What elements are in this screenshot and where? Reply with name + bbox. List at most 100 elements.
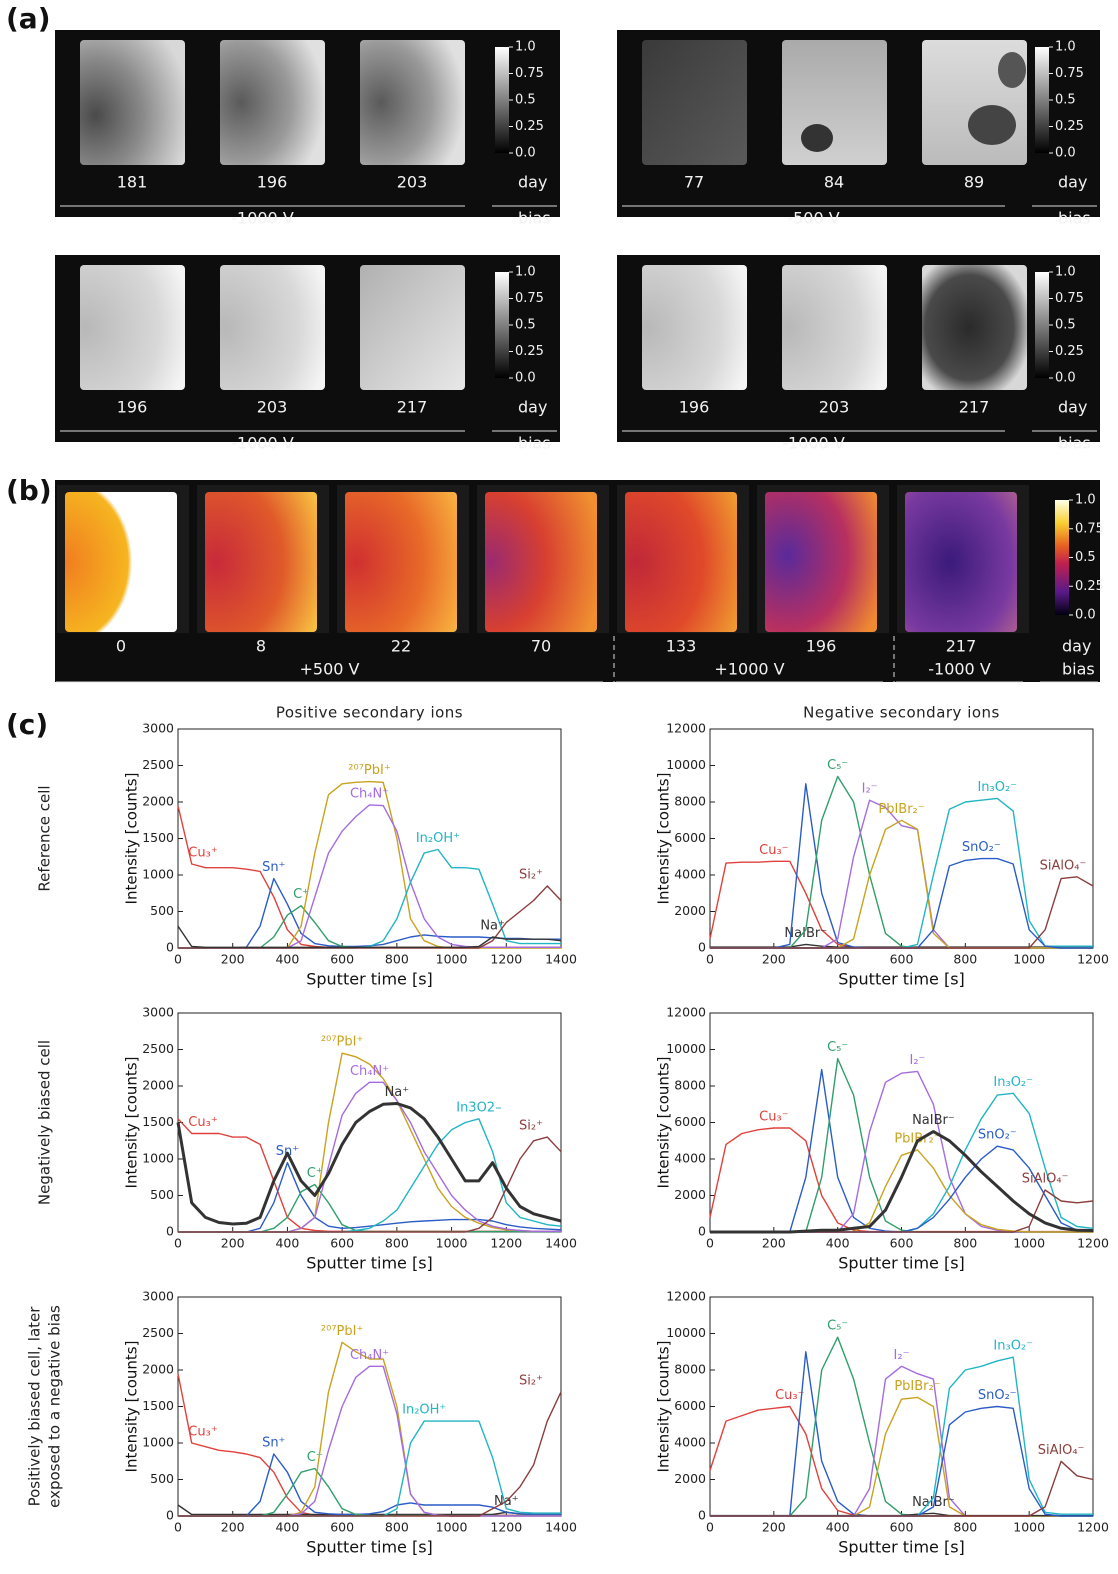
x-tick-label: 0 <box>706 952 714 967</box>
series-label: C₅⁻ <box>827 758 848 773</box>
colorbar-tick-label: 0.75 <box>1075 521 1104 536</box>
y-axis-label: Intensity [counts] <box>655 773 673 905</box>
plot-frame <box>709 1296 1094 1517</box>
series-label: Cu₃⁺ <box>188 1115 217 1130</box>
row-label: Positively biased cell, later <box>26 1306 44 1507</box>
x-tick-label: 0 <box>174 1520 182 1535</box>
colorbar-tick-label: 0.0 <box>1055 371 1076 386</box>
series-label: Na⁺ <box>480 919 505 934</box>
y-tick-label: 2000 <box>142 1362 174 1377</box>
plot-frame <box>709 1012 1094 1233</box>
day-caption: day <box>1062 637 1091 656</box>
row-label: Negatively biased cell <box>36 1040 54 1205</box>
x-axis-label: Sputter time [s] <box>838 1254 965 1273</box>
x-tick-label: 1200 <box>490 1236 522 1251</box>
colorbar-tick-label: 1.0 <box>515 40 536 55</box>
column-title: Positive secondary ions <box>276 704 463 722</box>
y-tick-label: 10000 <box>666 1325 706 1340</box>
day-label: 217 <box>946 637 977 656</box>
panel-label: (a) <box>6 2 51 35</box>
series-label: ²⁰⁷PbI⁺ <box>348 763 390 778</box>
colorbar-tick-label: 1.0 <box>1055 40 1076 55</box>
series-label: SnO₂⁻ <box>978 1128 1017 1143</box>
bias-caption: bias <box>1058 209 1091 228</box>
y-axis-label: Intensity [counts] <box>655 1057 673 1189</box>
bias-label: -1000 V <box>928 660 991 679</box>
x-tick-label: 1000 <box>1013 952 1045 967</box>
x-tick-label: 0 <box>174 952 182 967</box>
colorbar-tick-label: 0.5 <box>515 318 536 333</box>
series-label: Sn⁺ <box>276 1144 299 1159</box>
day-caption: day <box>1058 398 1087 417</box>
day-label: 196 <box>679 398 710 417</box>
series-line <box>710 1130 1094 1234</box>
series-label: Na⁺ <box>385 1085 410 1100</box>
bias-caption: bias <box>1062 660 1095 679</box>
y-tick-label: 2500 <box>142 1325 174 1340</box>
series-line <box>177 925 562 948</box>
colorbar <box>1055 500 1069 615</box>
colorbar-tick-label: 0.0 <box>1055 146 1076 161</box>
x-tick-label: 400 <box>826 1520 850 1535</box>
image <box>782 40 887 165</box>
x-tick-label: 600 <box>890 1236 914 1251</box>
y-tick-label: 6000 <box>674 830 706 845</box>
y-tick-label: 1500 <box>142 1114 174 1129</box>
series-label: Si₂⁺ <box>519 867 543 882</box>
x-tick-label: 200 <box>221 1236 245 1251</box>
colorbar-tick-label: 1.0 <box>515 265 536 280</box>
bias-label: -500 V <box>787 209 839 228</box>
x-axis-label: Sputter time [s] <box>838 1538 965 1557</box>
y-tick-label: 8000 <box>674 1078 706 1093</box>
bias-caption: bias <box>518 209 551 228</box>
x-tick-label: 800 <box>385 1236 409 1251</box>
y-tick-label: 1000 <box>142 1151 174 1166</box>
series-label: ²⁰⁷PbI⁺ <box>321 1324 363 1339</box>
x-tick-label: 1200 <box>490 952 522 967</box>
colorbar-tick-label: 0.0 <box>1075 608 1096 623</box>
day-label: 133 <box>666 637 697 656</box>
y-tick-label: 4000 <box>674 1151 706 1166</box>
image <box>642 40 747 165</box>
y-tick-label: 3000 <box>142 1005 174 1020</box>
series-label: Ch₄N⁺ <box>350 786 389 801</box>
image <box>782 265 887 390</box>
y-tick-label: 1000 <box>142 867 174 882</box>
x-tick-label: 200 <box>762 1520 786 1535</box>
series-label: In3O2– <box>456 1100 501 1115</box>
series-label: Ch₄N⁺ <box>350 1348 389 1363</box>
y-tick-label: 2000 <box>674 1187 706 1202</box>
x-tick-label: 0 <box>706 1520 714 1535</box>
day-caption: day <box>518 398 547 417</box>
series-label: NaIBr⁻ <box>912 1495 955 1510</box>
series-label: Si₂⁺ <box>519 1119 543 1134</box>
series-label: PbIBr₂⁻ <box>894 1379 940 1394</box>
series-label: In₃O₂⁻ <box>977 780 1017 795</box>
x-tick-label: 200 <box>762 952 786 967</box>
y-tick-label: 500 <box>150 903 174 918</box>
series-label: In₃O₂⁻ <box>993 1075 1033 1090</box>
series-label: ²⁰⁷PbI⁺ <box>321 1035 363 1050</box>
image <box>205 492 317 632</box>
image <box>625 492 737 632</box>
x-tick-label: 1000 <box>436 1236 468 1251</box>
y-tick-label: 8000 <box>674 1362 706 1377</box>
image <box>360 40 465 165</box>
series-label: C₅⁻ <box>827 1319 848 1334</box>
plot-frame <box>177 1012 562 1233</box>
series-line <box>710 1460 1094 1517</box>
day-label: 89 <box>964 173 984 192</box>
series-label: NaIBr⁻ <box>784 926 827 941</box>
colorbar-tick-label: 0.75 <box>515 66 544 81</box>
series-label: Sn⁺ <box>262 1435 285 1450</box>
x-tick-label: 1400 <box>545 1520 577 1535</box>
series-label: Cu₃⁻ <box>759 843 788 858</box>
day-label: 8 <box>256 637 266 656</box>
series-line <box>176 1102 562 1226</box>
y-axis-label: Intensity [counts] <box>123 1341 141 1473</box>
y-tick-label: 4000 <box>674 1435 706 1450</box>
y-tick-label: 1500 <box>142 830 174 845</box>
day-label: 22 <box>391 637 411 656</box>
y-axis-label: Intensity [counts] <box>123 773 141 905</box>
